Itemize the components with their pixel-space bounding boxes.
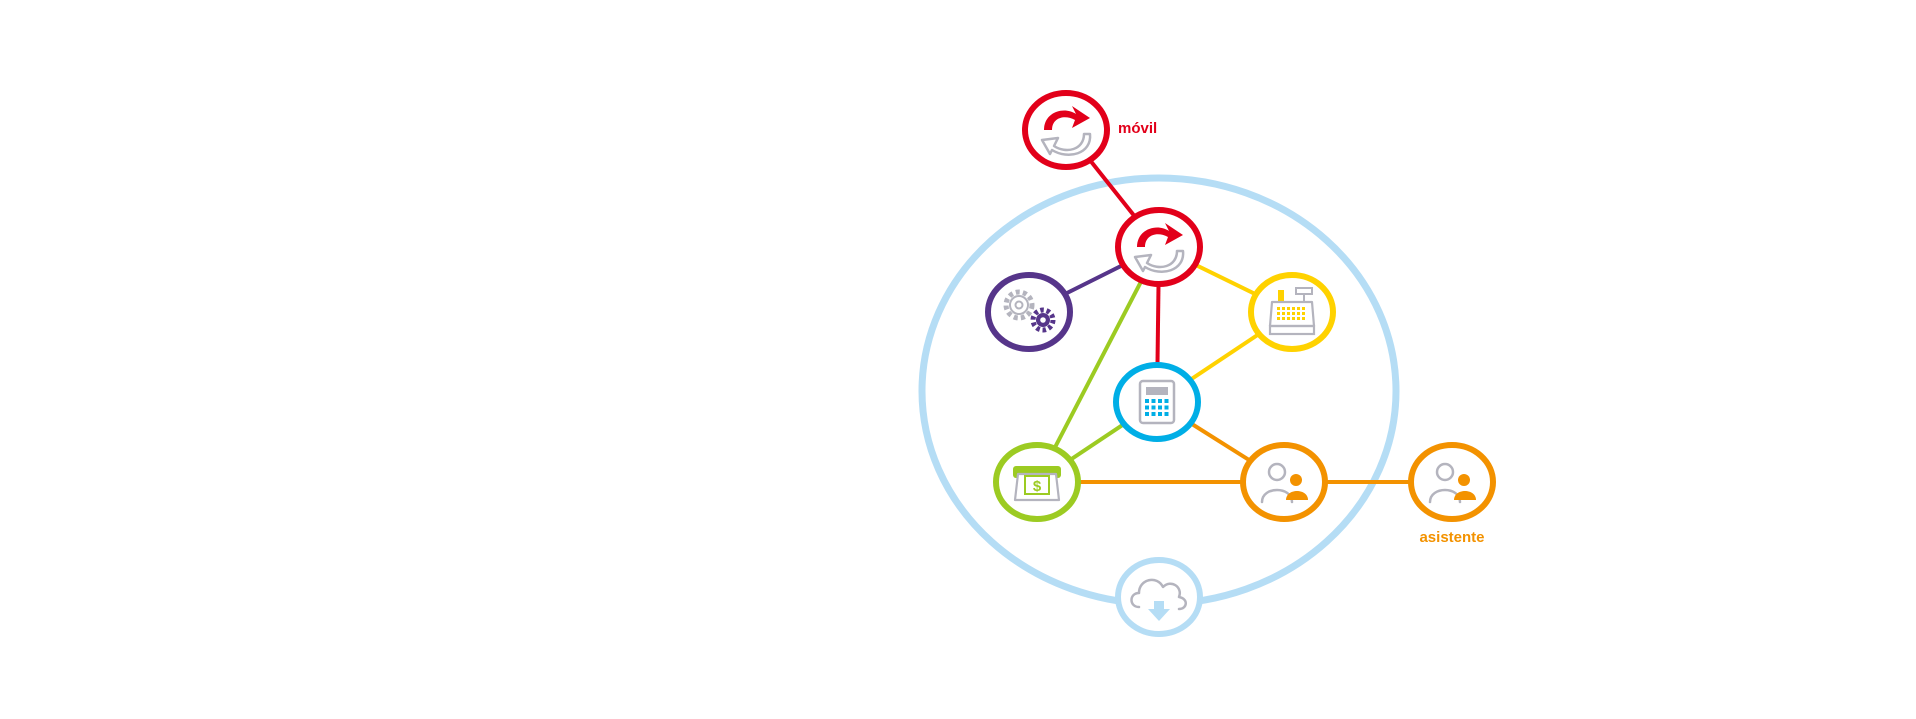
asistente-label: asistente — [1419, 529, 1484, 546]
svg-text:$: $ — [1033, 478, 1042, 495]
sync-arrows-icon — [1040, 106, 1092, 156]
users-icon — [1428, 462, 1476, 504]
calculator-icon — [1138, 379, 1176, 425]
connection-lines — [1028, 128, 1452, 484]
node-cash-register — [1248, 272, 1336, 352]
node-cloud — [1115, 557, 1203, 637]
node-ring — [1408, 442, 1496, 522]
node-ring — [1240, 442, 1328, 522]
node-movil-sync — [1022, 90, 1110, 170]
movil-label: móvil — [1118, 120, 1157, 137]
cash-register-icon — [1268, 287, 1316, 336]
node-asistente-users — [1408, 442, 1496, 522]
users-icon — [1260, 462, 1308, 504]
cloud-download-icon — [1130, 578, 1187, 621]
node-ring — [1022, 90, 1110, 170]
node-ring — [1115, 207, 1203, 287]
node-calculator — [1113, 362, 1201, 442]
sync-arrows-icon — [1133, 223, 1185, 273]
cash-payment-icon: $ — [1013, 466, 1061, 502]
node-group: $ — [985, 90, 1496, 637]
edge-central-sync-to-payment — [1035, 246, 1161, 483]
node-payment: $ — [993, 442, 1081, 522]
node-settings — [985, 272, 1073, 352]
node-users — [1240, 442, 1328, 522]
node-ring — [1115, 557, 1203, 637]
gears-icon — [1003, 289, 1056, 333]
node-central-sync — [1115, 207, 1203, 287]
